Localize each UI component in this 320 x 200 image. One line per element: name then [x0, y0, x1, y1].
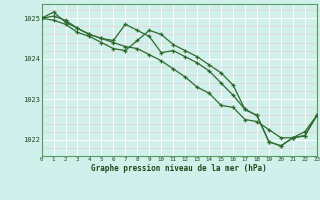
X-axis label: Graphe pression niveau de la mer (hPa): Graphe pression niveau de la mer (hPa)	[91, 164, 267, 173]
